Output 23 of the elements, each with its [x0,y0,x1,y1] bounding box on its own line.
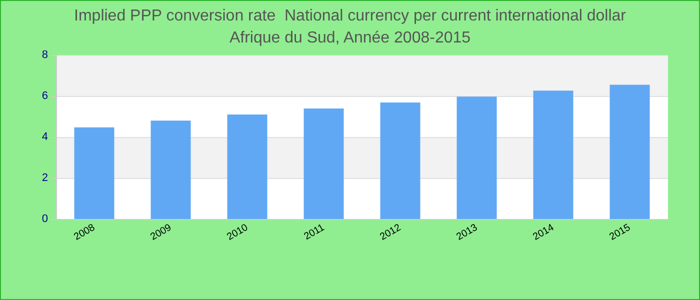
x-tick-label: 2009 [148,222,174,243]
y-tick-label: 4 [42,131,48,143]
y-tick-label: 6 [42,90,48,102]
bar [227,114,268,219]
bar [74,127,114,219]
bar [533,90,574,219]
x-tick-label: 2010 [225,222,250,243]
y-tick-label: 8 [42,49,48,61]
bar [150,120,191,219]
x-tick-label: 2015 [608,222,633,243]
bar [304,108,344,219]
x-tick-label: 2008 [72,222,98,243]
y-tick-label: 2 [42,172,48,184]
y-tick-label: 0 [42,213,48,225]
chart-subtitle: Afrique du Sud, Année 2008-2015 [229,30,471,46]
bar [380,102,420,219]
bar [610,84,650,219]
x-tick-label: 2012 [378,222,404,243]
x-tick-label: 2011 [302,222,327,243]
bar [456,96,497,219]
chart-title: Implied PPP conversion rate National currency per current international dollar [74,8,627,24]
x-tick-label: 2014 [531,222,556,243]
x-tick-label: 2013 [454,222,480,243]
